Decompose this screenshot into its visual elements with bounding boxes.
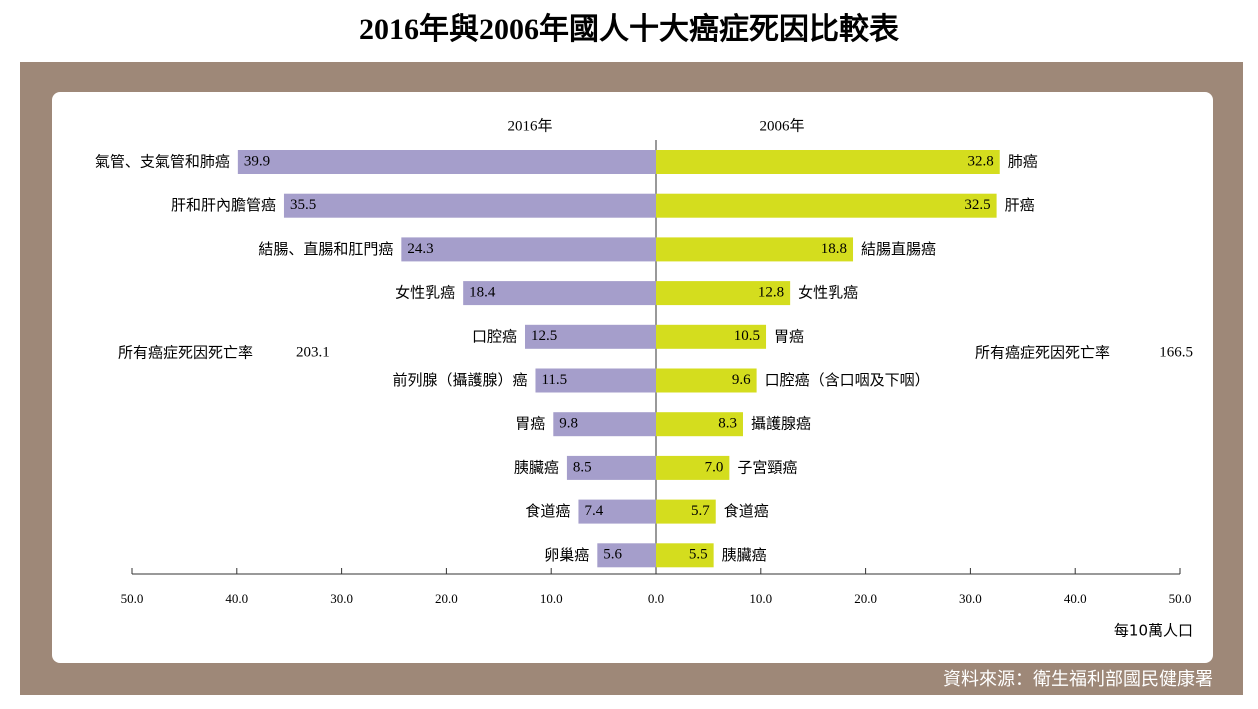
category-label: 肝癌 [1005, 196, 1035, 214]
category-label: 胰臟癌 [722, 546, 767, 564]
category-label: 結腸直腸癌 [861, 240, 936, 258]
bar [656, 324, 767, 349]
value-label: 10.5 [734, 328, 760, 344]
category-label: 肺癌 [1008, 153, 1038, 171]
bar [535, 368, 656, 393]
value-label: 12.8 [758, 285, 784, 301]
series-name: 2006年 [759, 117, 804, 134]
category-label: 胰臟癌 [514, 458, 559, 476]
bar [656, 368, 757, 393]
x-tick-label: 50.0 [121, 591, 144, 606]
series-name: 2016年 [507, 117, 552, 134]
value-label: 7.0 [705, 459, 724, 475]
category-label: 氣管、支氣管和肺癌 [95, 153, 230, 171]
category-label: 子宮頸癌 [737, 458, 797, 476]
category-label: 口腔癌（含口咽及下咽） [765, 371, 930, 389]
bar [656, 281, 791, 306]
value-label: 24.3 [407, 241, 433, 257]
value-label: 18.4 [469, 285, 496, 301]
bar [566, 455, 656, 480]
bar [656, 455, 730, 480]
x-tick-label: 40.0 [1064, 591, 1087, 606]
bar [237, 150, 656, 174]
category-label: 攝護腺癌 [751, 415, 811, 433]
x-tick-label: 40.0 [225, 591, 248, 606]
value-label: 8.3 [718, 416, 737, 432]
total-value: 203.1 [296, 344, 330, 360]
bar [553, 412, 656, 437]
value-label: 32.5 [964, 197, 990, 213]
chart-title: 2016年與2006年國人十大癌症死因比較表 [359, 12, 899, 46]
x-tick-label: 20.0 [435, 591, 458, 606]
category-label: 食道癌 [724, 502, 769, 520]
category-label: 女性乳癌 [395, 284, 455, 302]
value-label: 7.4 [584, 503, 603, 519]
value-label: 12.5 [531, 328, 557, 344]
total-label: 所有癌症死因死亡率 [975, 344, 1110, 362]
x-tick-label: 20.0 [854, 591, 877, 606]
category-label: 前列腺（攝護腺）癌 [392, 371, 527, 389]
bar [656, 543, 714, 568]
value-label: 9.6 [732, 372, 751, 388]
value-label: 35.5 [290, 197, 316, 213]
value-label: 18.8 [821, 241, 847, 257]
bar [283, 193, 656, 218]
bar [656, 412, 743, 437]
source: 資料來源：衛生福利部國民健康署 [943, 669, 1213, 690]
category-label: 女性乳癌 [798, 284, 858, 302]
bar [656, 499, 716, 524]
value-label: 5.6 [603, 547, 622, 563]
value-label: 5.5 [689, 547, 708, 563]
category-label: 結腸、直腸和肛門癌 [258, 240, 393, 258]
x-tick-label: 30.0 [959, 591, 982, 606]
bar [525, 324, 656, 349]
bar [401, 237, 656, 262]
bar [656, 150, 1000, 174]
value-label: 11.5 [541, 372, 567, 388]
value-label: 39.9 [244, 153, 270, 169]
x-axis-label: 每10萬人口 [1114, 622, 1193, 640]
total-label: 所有癌症死因死亡率 [118, 344, 253, 362]
x-tick-label: 10.0 [540, 591, 563, 606]
x-tick-label: 10.0 [749, 591, 772, 606]
total-value: 166.5 [1159, 344, 1193, 360]
category-label: 食道癌 [525, 502, 570, 520]
category-label: 胃癌 [515, 415, 545, 433]
x-tick-label: 30.0 [330, 591, 353, 606]
bar [463, 281, 656, 306]
x-tick-label: 0.0 [648, 591, 664, 606]
bar [656, 193, 997, 218]
value-label: 8.5 [573, 459, 592, 475]
category-label: 口腔癌 [472, 327, 517, 345]
value-label: 9.8 [559, 416, 578, 432]
bar [578, 499, 656, 524]
x-tick-label: 50.0 [1169, 591, 1192, 606]
bar [656, 237, 854, 262]
category-label: 肝和肝內膽管癌 [171, 196, 276, 214]
value-label: 5.7 [691, 503, 710, 519]
category-label: 胃癌 [774, 327, 804, 345]
value-label: 32.8 [967, 153, 993, 169]
bar [597, 543, 656, 568]
category-label: 卵巢癌 [544, 546, 589, 564]
